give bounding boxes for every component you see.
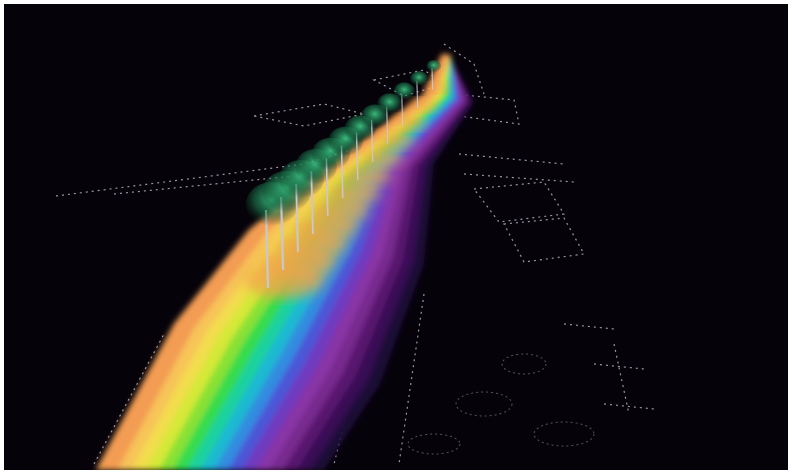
- wire-bottom-left: [93, 333, 165, 465]
- wire-right-dots: [563, 323, 655, 415]
- hotspot-10: [392, 115, 426, 130]
- hotspot-11: [409, 98, 437, 112]
- wire-block-3: [453, 93, 520, 125]
- wire-circle-1: [455, 391, 513, 417]
- luminaire-glow-9: [377, 93, 402, 115]
- wire-circle-2: [501, 353, 547, 375]
- luminaire-glow-10: [393, 82, 415, 101]
- hotspot-12: [425, 82, 449, 93]
- wire-road-left-2: [113, 175, 295, 195]
- hotspot-9: [376, 131, 415, 149]
- city-wireframe: [55, 43, 655, 465]
- luminaire-glow-11: [410, 71, 428, 87]
- hotspot-8: [359, 147, 404, 168]
- wire-block-4: [472, 181, 566, 223]
- street-light-poles: [246, 60, 442, 289]
- street-lighting-scene: [4, 4, 788, 470]
- hotspot-6: [326, 180, 381, 205]
- wire-street-edge: [443, 43, 485, 95]
- contour-band-15: [96, 54, 451, 470]
- illuminance-hotspots: [244, 82, 449, 298]
- wire-circles: [407, 353, 595, 455]
- wire-circle-4: [407, 433, 461, 455]
- wire-lines-right: [458, 153, 575, 183]
- luminaire-glow-12: [426, 60, 442, 73]
- hotspot-7: [343, 164, 392, 187]
- contour-band-16: [96, 54, 451, 470]
- wire-circle-3: [533, 421, 595, 447]
